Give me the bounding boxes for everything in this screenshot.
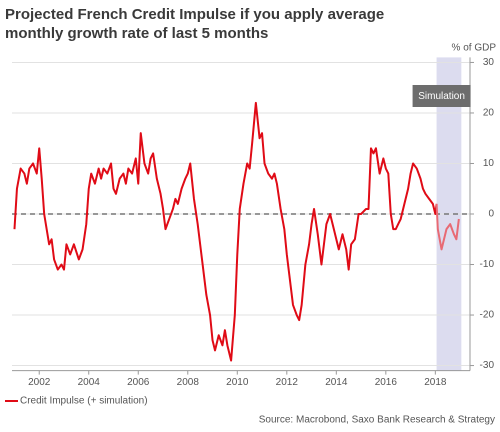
simulation-label: Simulation (418, 91, 465, 102)
y-tick-label: -10 (480, 259, 495, 270)
x-tick-label: 2008 (177, 377, 200, 388)
y-tick-label: -30 (480, 360, 495, 371)
simulation-label-box (412, 85, 471, 107)
y-tick-label: 10 (483, 158, 495, 169)
legend-label: Credit Impulse (+ simulation) (20, 396, 148, 407)
y-tick-label: -20 (480, 310, 495, 321)
x-tick-label: 2002 (28, 377, 51, 388)
x-tick-label: 2018 (424, 377, 447, 388)
y-tick-label: 20 (483, 108, 495, 119)
data-line (13, 101, 438, 362)
y-tick-label: 30 (483, 57, 495, 68)
x-tick-label: 2014 (325, 377, 348, 388)
x-tick-label: 2012 (276, 377, 299, 388)
x-tick-label: 2006 (127, 377, 150, 388)
y-unit-label: % of GDP (452, 43, 497, 54)
x-tick-label: 2010 (226, 377, 249, 388)
chart-title: monthly growth rate of last 5 months (5, 25, 268, 42)
y-tick-label: 0 (488, 209, 494, 220)
chart-title: Projected French Credit Impulse if you a… (5, 6, 384, 23)
x-tick-label: 2016 (375, 377, 398, 388)
x-tick-label: 2004 (78, 377, 101, 388)
data-line (435, 203, 460, 251)
source: Source: Macrobond, Saxo Bank Research & … (259, 415, 495, 426)
